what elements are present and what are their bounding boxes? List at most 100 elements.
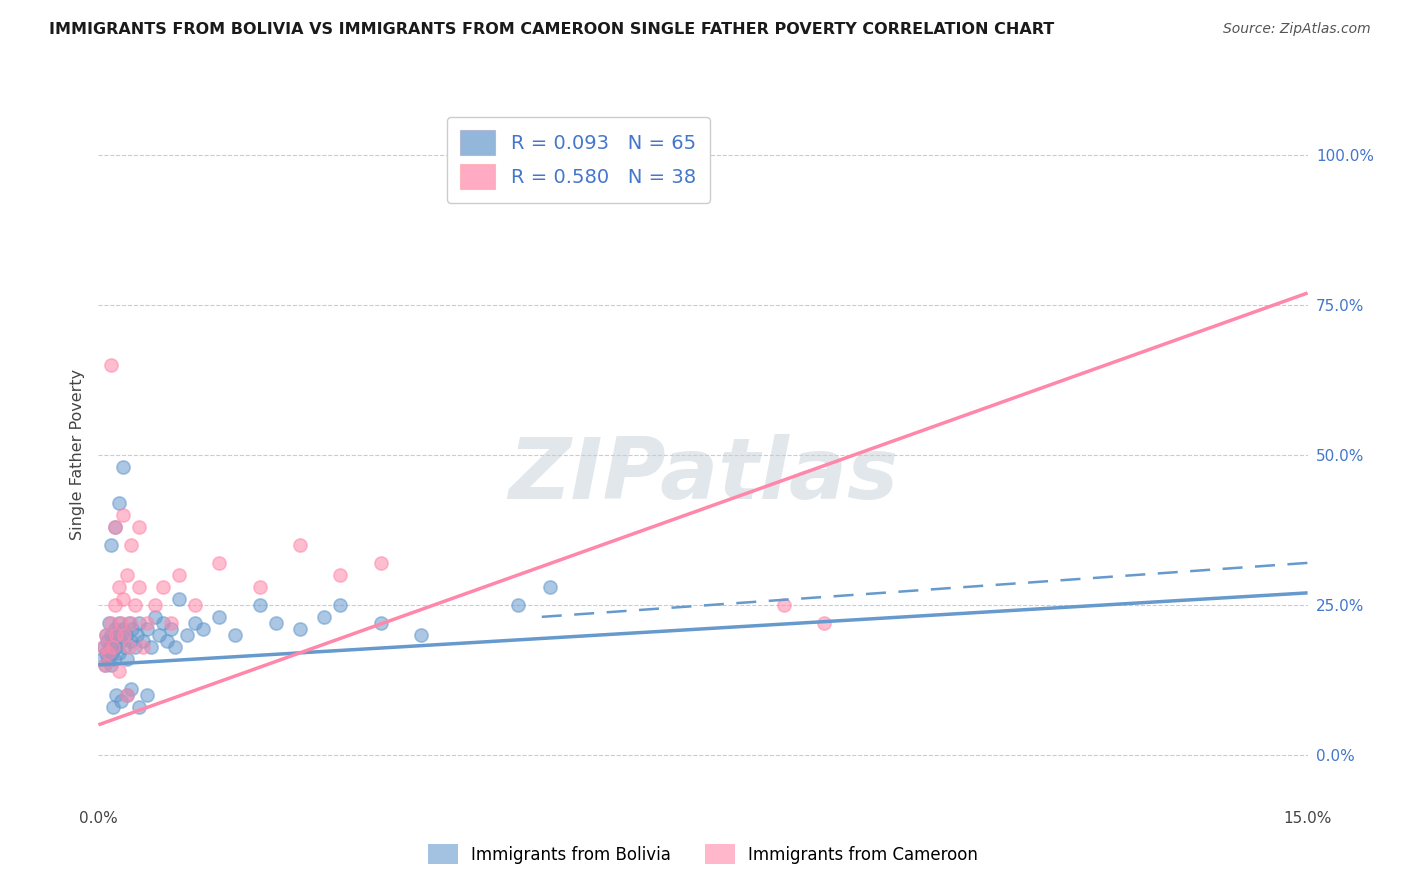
Point	[105, 628, 128, 642]
Legend: R = 0.093   N = 65, R = 0.580   N = 38: R = 0.093 N = 65, R = 0.580 N = 38	[447, 117, 710, 202]
Point	[329, 567, 352, 582]
Point	[772, 598, 794, 612]
Point	[115, 652, 138, 666]
Point	[94, 657, 117, 672]
Point	[176, 628, 198, 642]
Point	[118, 615, 141, 630]
Point	[91, 652, 114, 666]
Point	[124, 598, 146, 612]
Point	[128, 580, 150, 594]
Point	[97, 646, 120, 660]
Point	[128, 615, 150, 630]
Point	[120, 681, 142, 696]
Point	[112, 640, 135, 654]
Point	[128, 520, 150, 534]
Point	[118, 640, 141, 654]
Point	[121, 622, 143, 636]
Point	[98, 640, 121, 654]
Point	[101, 640, 124, 654]
Point	[107, 580, 129, 594]
Point	[143, 610, 166, 624]
Point	[103, 520, 125, 534]
Point	[224, 628, 246, 642]
Point	[100, 615, 122, 630]
Point	[329, 598, 352, 612]
Point	[132, 633, 155, 648]
Point	[148, 628, 170, 642]
Point	[105, 688, 128, 702]
Point	[100, 657, 122, 672]
Point	[112, 628, 135, 642]
Point	[107, 615, 129, 630]
Point	[101, 646, 124, 660]
Point	[91, 640, 114, 654]
Point	[110, 694, 132, 708]
Point	[100, 538, 122, 552]
Point	[110, 633, 132, 648]
Point	[111, 622, 134, 636]
Point	[370, 556, 392, 570]
Y-axis label: Single Father Poverty: Single Father Poverty	[69, 369, 84, 541]
Point	[152, 580, 174, 594]
Point	[135, 622, 157, 636]
Point	[100, 358, 122, 372]
Point	[184, 598, 207, 612]
Point	[160, 622, 183, 636]
Point	[139, 640, 162, 654]
Point	[103, 598, 125, 612]
Point	[96, 646, 118, 660]
Point	[110, 615, 132, 630]
Point	[115, 567, 138, 582]
Point	[184, 615, 207, 630]
Point	[105, 640, 128, 654]
Point	[538, 580, 561, 594]
Point	[506, 598, 529, 612]
Point	[249, 580, 271, 594]
Point	[101, 699, 124, 714]
Point	[135, 615, 157, 630]
Point	[135, 688, 157, 702]
Point	[115, 688, 138, 702]
Point	[101, 633, 124, 648]
Point	[288, 622, 311, 636]
Point	[160, 615, 183, 630]
Point	[96, 633, 118, 648]
Point	[94, 657, 117, 672]
Point	[114, 628, 136, 642]
Point	[156, 633, 179, 648]
Point	[97, 615, 120, 630]
Point	[103, 652, 125, 666]
Point	[107, 628, 129, 642]
Point	[124, 640, 146, 654]
Text: Source: ZipAtlas.com: Source: ZipAtlas.com	[1223, 22, 1371, 37]
Point	[97, 652, 120, 666]
Point	[288, 538, 311, 552]
Point	[370, 615, 392, 630]
Point	[120, 615, 142, 630]
Point	[94, 628, 117, 642]
Point	[409, 628, 432, 642]
Point	[127, 628, 149, 642]
Point	[143, 598, 166, 612]
Point	[100, 628, 122, 642]
Point	[103, 622, 125, 636]
Point	[111, 459, 134, 474]
Text: ZIPatlas: ZIPatlas	[508, 434, 898, 517]
Point	[120, 633, 142, 648]
Point	[96, 628, 118, 642]
Point	[111, 591, 134, 606]
Point	[167, 567, 190, 582]
Legend: Immigrants from Bolivia, Immigrants from Cameroon: Immigrants from Bolivia, Immigrants from…	[422, 838, 984, 871]
Point	[107, 496, 129, 510]
Point	[813, 615, 835, 630]
Point	[208, 556, 231, 570]
Point	[128, 699, 150, 714]
Point	[132, 640, 155, 654]
Point	[107, 664, 129, 678]
Point	[108, 646, 131, 660]
Point	[314, 610, 336, 624]
Point	[208, 610, 231, 624]
Point	[111, 508, 134, 522]
Point	[103, 520, 125, 534]
Point	[152, 615, 174, 630]
